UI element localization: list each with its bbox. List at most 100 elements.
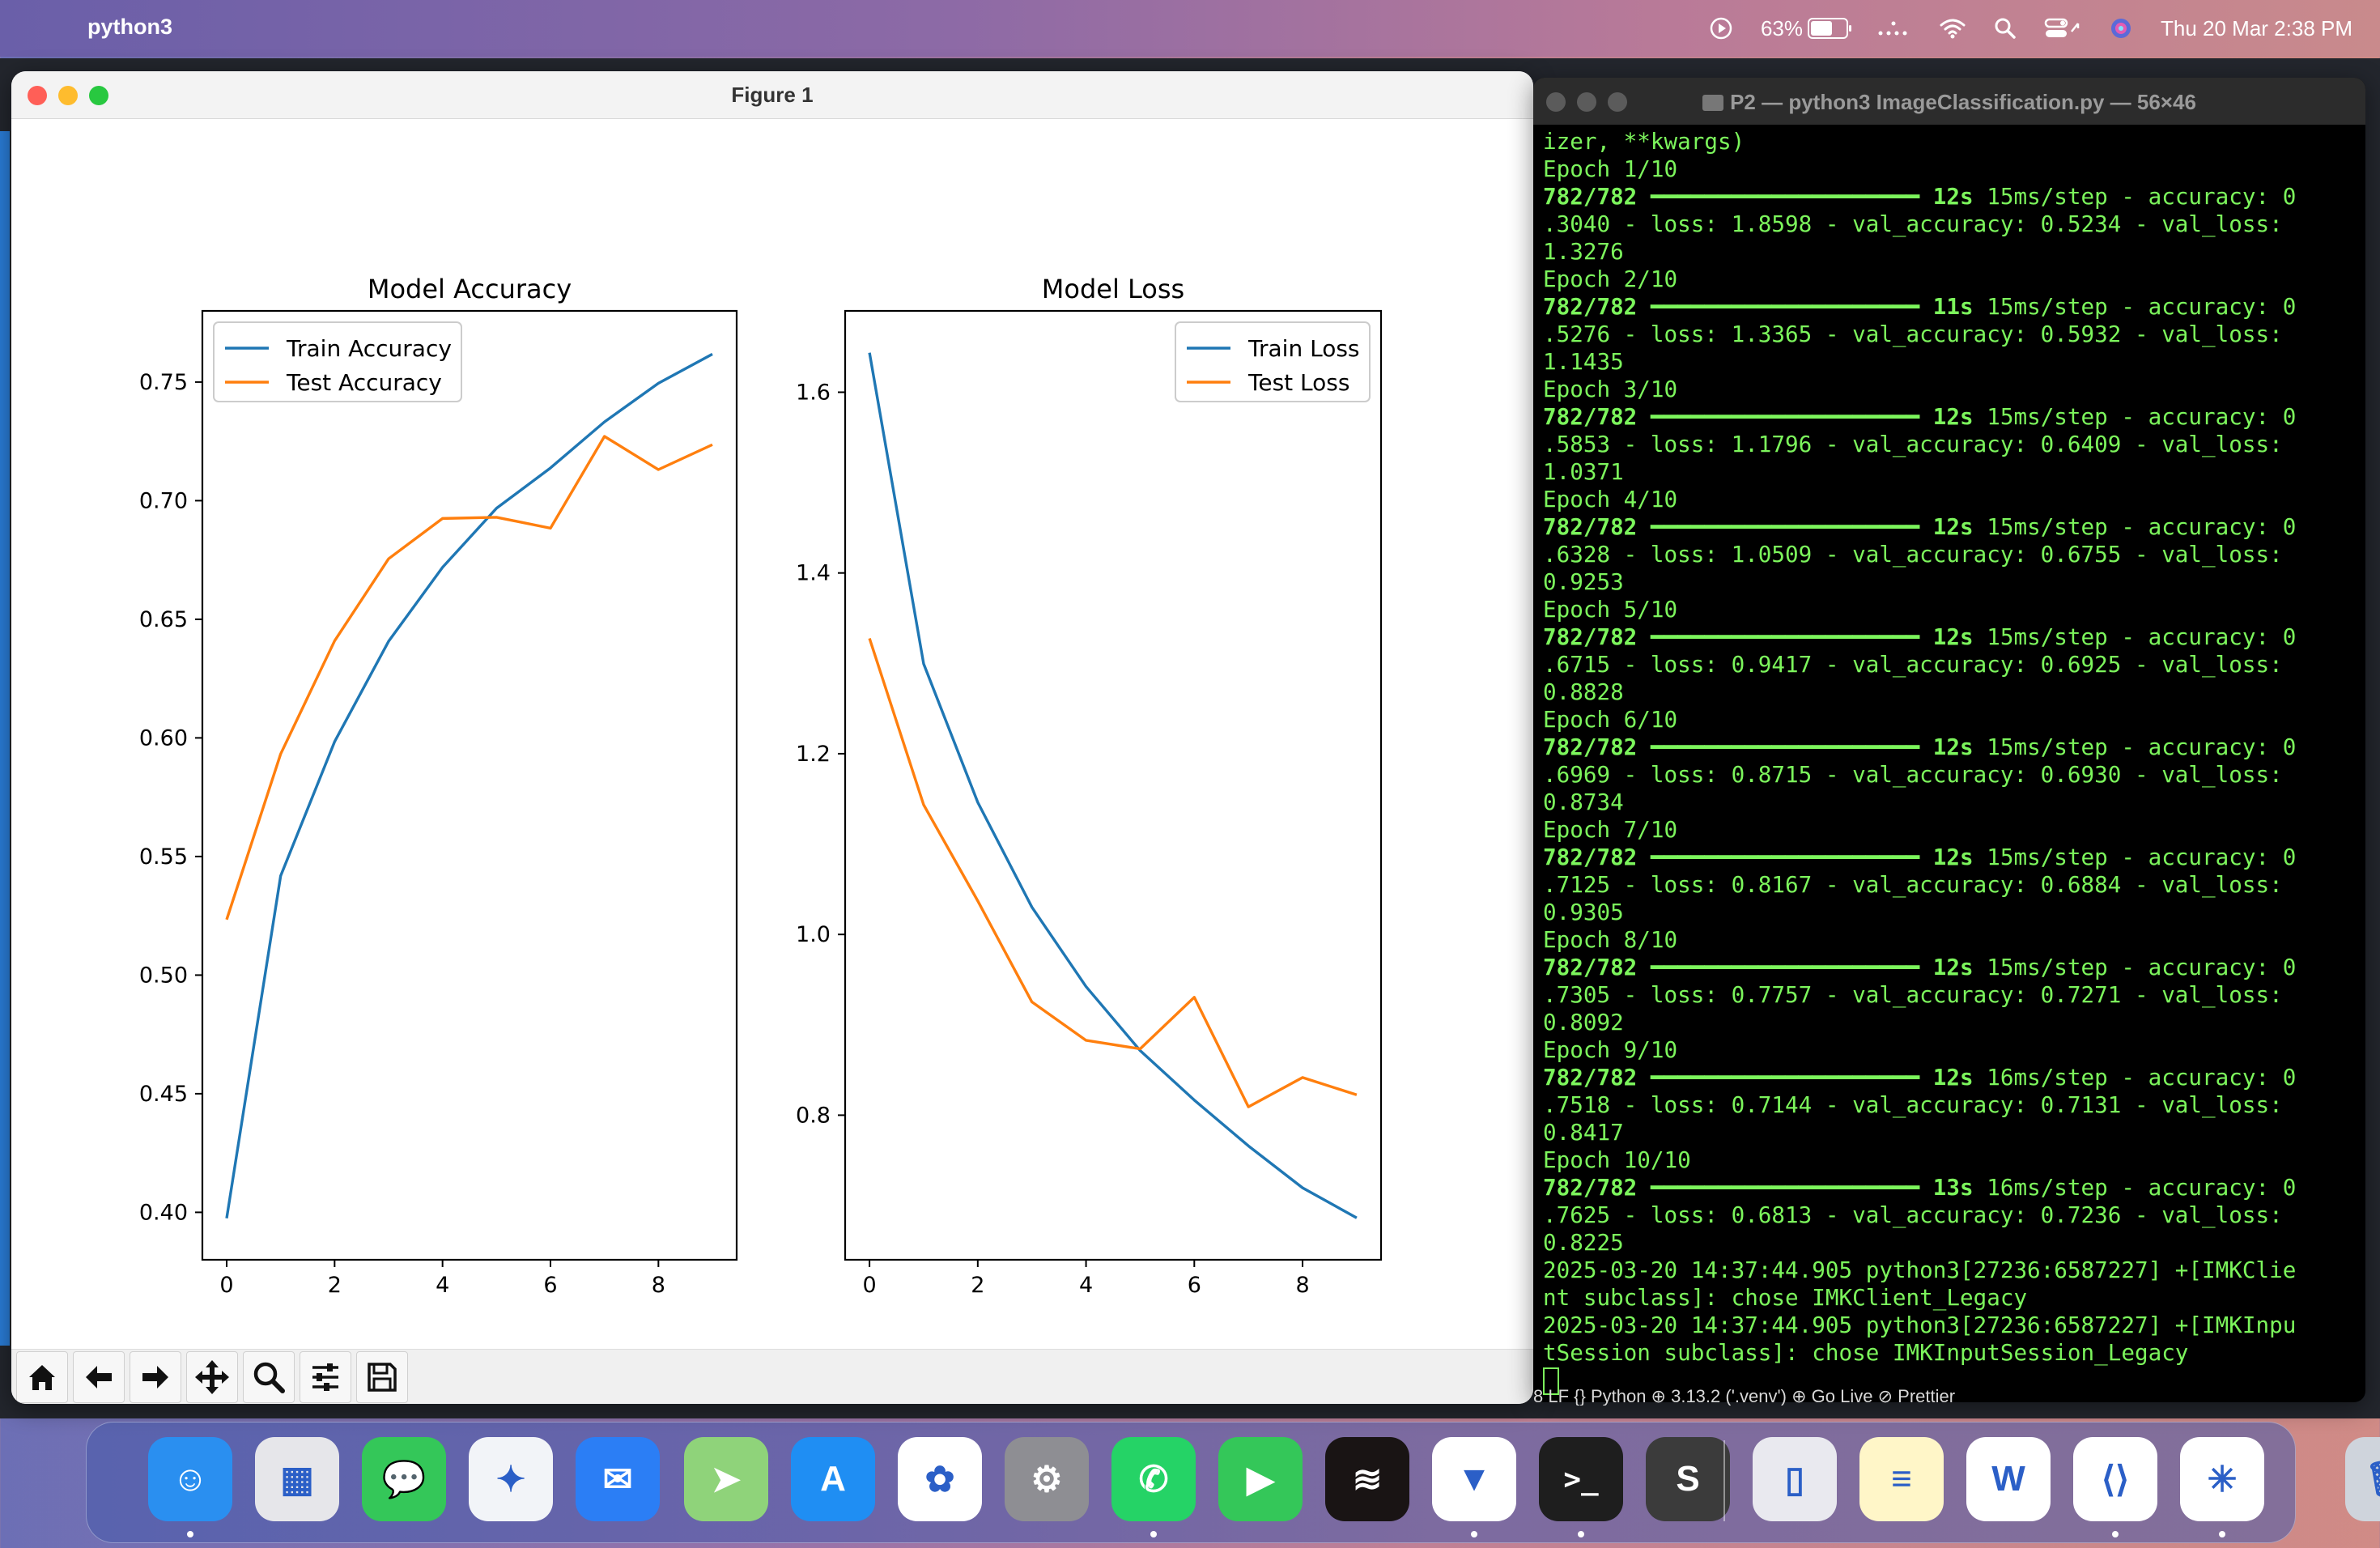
- terminal-title: P2 — python3 ImageClassification.py — 56…: [1533, 90, 2365, 115]
- y-tick-label: 1.6: [796, 380, 831, 405]
- x-tick-label: 4: [436, 1273, 449, 1298]
- clock[interactable]: Thu 20 Mar 2:38 PM: [2161, 15, 2352, 40]
- safari-icon[interactable]: ✦: [469, 1437, 553, 1521]
- terminal-output[interactable]: izer, **kwargs) Epoch 1/10 782/782 ━━━━━━━…: [1543, 128, 2361, 1402]
- log-line: 2025-03-20 14:37:44.905 python3[27236:65…: [1543, 1312, 2297, 1338]
- spotify-icon[interactable]: ≋: [1325, 1437, 1409, 1521]
- back-icon[interactable]: [73, 1351, 125, 1403]
- brave-icon[interactable]: ▼: [1432, 1437, 1516, 1521]
- x-tick-label: 2: [971, 1273, 984, 1298]
- mail-icon[interactable]: ✉: [576, 1437, 660, 1521]
- log-line: 2025-03-20 14:37:44.905 python3[27236:65…: [1543, 1257, 2297, 1283]
- close-button[interactable]: [28, 86, 47, 105]
- zoom-button[interactable]: [89, 86, 108, 105]
- epoch-metrics-line: .7125 - loss: 0.8167 - val_accuracy: 0.6…: [1543, 871, 2283, 898]
- epoch-label: Epoch 10/10: [1543, 1146, 1691, 1173]
- terminal-icon[interactable]: >_: [1539, 1437, 1623, 1521]
- epoch-label: Epoch 6/10: [1543, 706, 1678, 733]
- epoch-metrics-line: .7305 - loss: 0.7757 - val_accuracy: 0.7…: [1543, 981, 2283, 1008]
- iphone-mirroring-icon[interactable]: ▯: [1753, 1437, 1837, 1521]
- epoch-label: Epoch 2/10: [1543, 266, 1678, 292]
- facetime-icon[interactable]: ▶: [1218, 1437, 1303, 1521]
- app-store-icon[interactable]: A: [791, 1437, 875, 1521]
- running-indicator: [2219, 1531, 2225, 1537]
- epoch-metrics-line: .6715 - loss: 0.9417 - val_accuracy: 0.6…: [1543, 651, 2283, 678]
- home-icon[interactable]: [16, 1351, 68, 1403]
- finder-icon[interactable]: ☺: [148, 1437, 232, 1521]
- close-button[interactable]: [1546, 92, 1566, 112]
- y-tick-label: 0.50: [139, 963, 188, 988]
- legend-box: [213, 321, 462, 402]
- plot-canvas[interactable]: Model Accuracy 0 2 4 6 8 0.40 0.45 0.50 0.55 0.60 0…: [11, 118, 1533, 1404]
- epoch-label: Epoch 8/10: [1543, 926, 1678, 953]
- forward-icon[interactable]: [130, 1351, 181, 1403]
- pinwheel-icon[interactable]: ✳: [2180, 1437, 2264, 1521]
- system-settings-icon[interactable]: ⚙: [1005, 1437, 1089, 1521]
- status-menus: 63% Thu 20 Mar 2:38 PM: [1709, 0, 2352, 57]
- legend-label: Train Loss: [1247, 335, 1360, 362]
- epoch-label: Epoch 5/10: [1543, 596, 1678, 623]
- x-tick-label: 6: [543, 1273, 557, 1298]
- photos-icon[interactable]: ✿: [898, 1437, 982, 1521]
- epoch-metrics-line: 0.8417: [1543, 1119, 1624, 1146]
- epoch-progress-line: 782/782 ━━━━━━━━━━━━━━━━━━━━ 11s 15ms/st…: [1543, 293, 2297, 320]
- epoch-label: Epoch 7/10: [1543, 816, 1678, 843]
- running-indicator: [2112, 1531, 2119, 1537]
- epoch-progress-line: 782/782 ━━━━━━━━━━━━━━━━━━━━ 12s 15ms/st…: [1543, 844, 2297, 870]
- figure-titlebar[interactable]: Figure 1: [11, 71, 1533, 119]
- y-tick-label: 0.55: [139, 844, 188, 870]
- dock: ☺ ▦ 💬 ✦ ✉ ➤ A ✿ ⚙ ✆ ▶ ≋ ▼ >_ S ▯ ≡ W ⟨⟩ ✳ 🗑: [86, 1422, 2380, 1543]
- epoch-progress-line: 782/782 ━━━━━━━━━━━━━━━━━━━━ 12s 15ms/st…: [1543, 954, 2297, 980]
- epoch-metrics-line: 0.8225: [1543, 1229, 1624, 1256]
- legend-label: Test Loss: [1247, 369, 1349, 396]
- maps-icon[interactable]: ➤: [684, 1437, 768, 1521]
- vpn-icon[interactable]: [1876, 19, 1911, 38]
- word-icon[interactable]: W: [1966, 1437, 2051, 1521]
- editor-status-strip: 8 LF {} Python ⊕ 3.13.2 ('.venv') ⊕ Go L…: [1533, 1386, 1956, 1406]
- vscode-icon[interactable]: ⟨⟩: [2073, 1437, 2157, 1521]
- running-indicator: [1471, 1531, 1477, 1537]
- charts-svg: Model Accuracy 0 2 4 6 8 0.40 0.45 0.50 0.55 0.60 0…: [139, 274, 1383, 1298]
- whatsapp-icon[interactable]: ✆: [1111, 1437, 1196, 1521]
- minimize-button[interactable]: [58, 86, 78, 105]
- x-tick-label: 2: [328, 1273, 342, 1298]
- siri-icon[interactable]: [2109, 16, 2133, 40]
- epoch-progress-line: 782/782 ━━━━━━━━━━━━━━━━━━━━ 12s 15ms/st…: [1543, 623, 2297, 650]
- battery-status[interactable]: 63%: [1760, 15, 1851, 41]
- y-tick-label: 0.65: [139, 607, 188, 632]
- configure-icon[interactable]: [300, 1351, 351, 1403]
- minimize-button[interactable]: [1577, 92, 1596, 112]
- running-indicator: [1150, 1531, 1157, 1537]
- sublime-icon[interactable]: S: [1646, 1437, 1730, 1521]
- active-app-name[interactable]: python3: [87, 15, 172, 39]
- zoom-button[interactable]: [1608, 92, 1627, 112]
- pan-icon[interactable]: [186, 1351, 238, 1403]
- epoch-metrics-line: .5853 - loss: 1.1796 - val_accuracy: 0.6…: [1543, 431, 2283, 457]
- epoch-metrics-line: 1.1435: [1543, 348, 1624, 375]
- terminal-titlebar[interactable]: P2 — python3 ImageClassification.py — 56…: [1533, 78, 2365, 125]
- control-center-icon[interactable]: [2044, 17, 2081, 40]
- battery-percent: 63%: [1760, 15, 1803, 40]
- trash-icon[interactable]: 🗑: [2345, 1437, 2380, 1521]
- x-tick-label: 8: [1295, 1273, 1309, 1298]
- series-line-train-loss: [868, 352, 1358, 1219]
- x-tick-label: 0: [219, 1273, 233, 1298]
- messages-icon[interactable]: 💬: [362, 1437, 446, 1521]
- notes-icon[interactable]: ≡: [1859, 1437, 1944, 1521]
- wifi-icon[interactable]: [1939, 17, 1966, 40]
- media-play-icon[interactable]: [1709, 16, 1733, 40]
- running-indicator: [1578, 1531, 1584, 1537]
- series-line-test-accuracy: [225, 435, 713, 921]
- zoom-icon[interactable]: [243, 1351, 295, 1403]
- figure-window: Figure 1 Model Accuracy 0 2 4 6 8 0.40 0.45 0.50…: [11, 71, 1533, 1404]
- spotlight-search-icon[interactable]: [1994, 17, 2017, 40]
- epoch-metrics-line: 0.8828: [1543, 678, 1624, 705]
- save-icon[interactable]: [356, 1351, 408, 1403]
- legend-label: Test Accuracy: [286, 369, 442, 396]
- launchpad-icon[interactable]: ▦: [255, 1437, 339, 1521]
- terminal-window: P2 — python3 ImageClassification.py — 56…: [1533, 78, 2365, 1402]
- epoch-metrics-line: .5276 - loss: 1.3365 - val_accuracy: 0.5…: [1543, 321, 2283, 347]
- terminal-line: izer, **kwargs): [1543, 128, 1745, 155]
- x-tick-label: 6: [1188, 1273, 1201, 1298]
- epoch-metrics-line: 0.8092: [1543, 1009, 1624, 1036]
